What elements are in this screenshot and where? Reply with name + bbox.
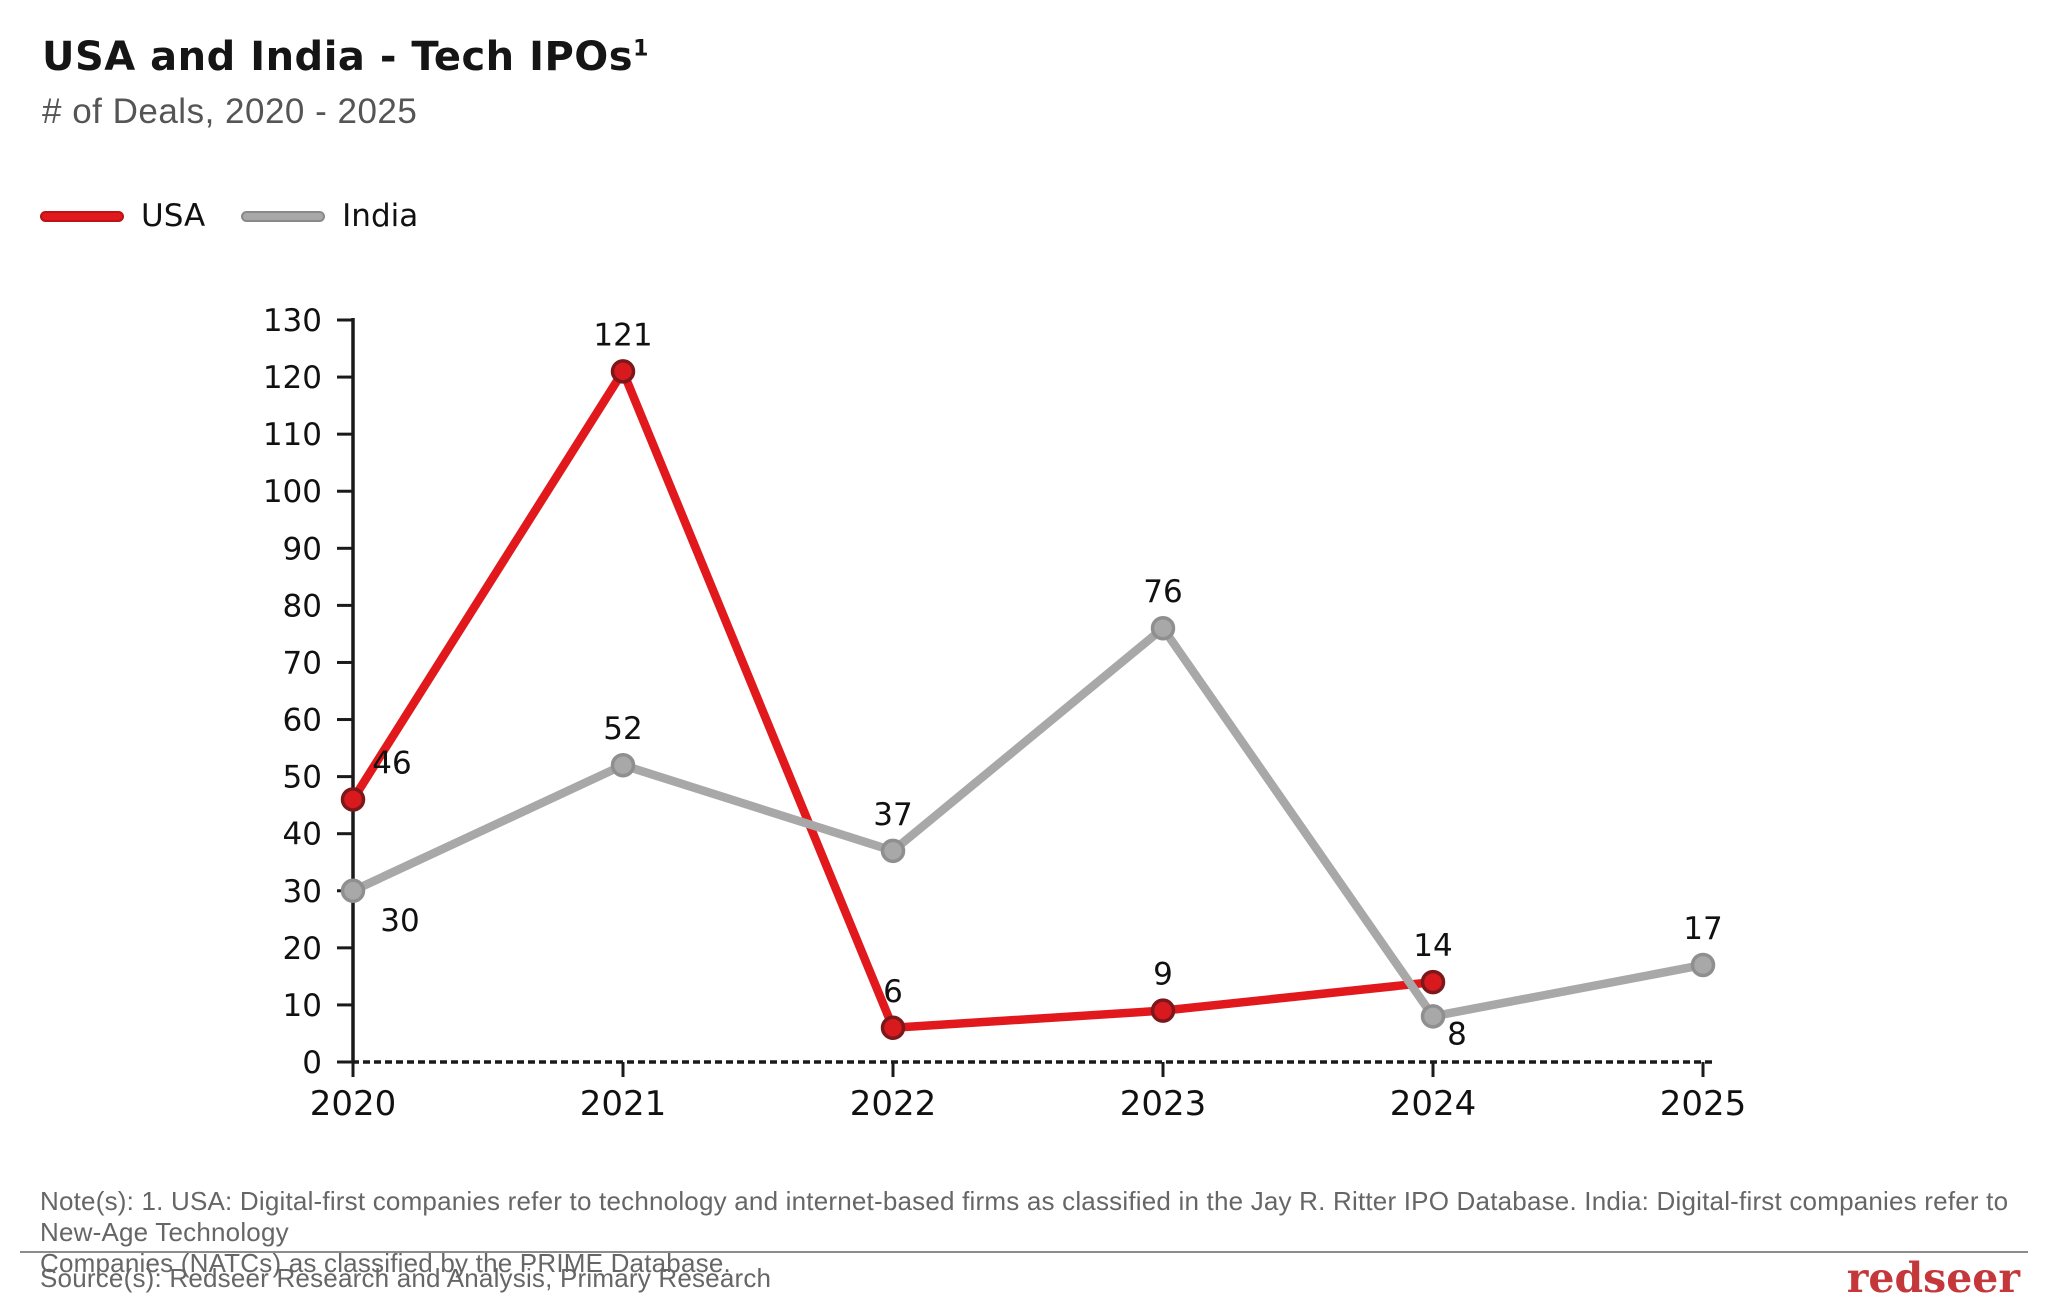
- india-line-swatch: [241, 210, 326, 222]
- x-tick-label-2022: 2022: [850, 1084, 937, 1124]
- y-tick-label-10: 10: [283, 988, 322, 1024]
- y-tick-label-70: 70: [283, 645, 322, 681]
- data-label-usa-2023: 9: [1153, 957, 1173, 993]
- y-tick-label-130: 130: [263, 303, 322, 339]
- data-label-india-2024: 8: [1447, 1016, 1467, 1052]
- footnote-line-2: Companies (NATCs) as classified by the P…: [40, 1248, 731, 1278]
- point-usa-2021: [610, 359, 636, 384]
- source-line: Source(s): Redseer Research and Analysis…: [40, 1263, 772, 1293]
- page-title: USA and India - Tech IPOs1: [42, 34, 649, 80]
- data-label-usa-2024: 14: [1413, 928, 1452, 964]
- data-label-usa-2020: 46: [372, 745, 411, 781]
- page-subtitle: # of Deals, 2020 - 2025: [42, 92, 418, 131]
- data-label-india-2021: 52: [603, 711, 642, 747]
- legend-item-india: India: [241, 198, 418, 234]
- point-usa-2020: [340, 787, 366, 812]
- footer-divider: [20, 1251, 2028, 1253]
- y-tick-label-80: 80: [283, 588, 322, 624]
- y-tick-label-110: 110: [263, 417, 322, 453]
- redseer-logo: redseer: [1846, 1254, 2020, 1302]
- data-label-usa-2021: 121: [593, 317, 652, 353]
- legend-item-usa: USA: [40, 198, 205, 234]
- x-tick-label-2020: 2020: [310, 1084, 397, 1124]
- point-usa-2022: [880, 1015, 906, 1041]
- y-tick-label-90: 90: [283, 531, 322, 567]
- header: USA and India - Tech IPOs1 # of Deals, 2…: [42, 34, 649, 132]
- title-footnote-marker: 1: [633, 36, 649, 62]
- usa-series-line: [348, 367, 1438, 1033]
- point-usa-2023: [1150, 998, 1176, 1023]
- point-india-2022: [880, 838, 906, 864]
- x-tick-label-2021: 2021: [580, 1084, 667, 1124]
- y-tick-label-40: 40: [283, 817, 322, 853]
- y-tick-label-30: 30: [283, 874, 322, 910]
- y-tick-label-20: 20: [283, 931, 322, 967]
- india-series-line: [348, 623, 1708, 1021]
- data-label-india-2022: 37: [873, 797, 912, 833]
- y-tick-label-60: 60: [283, 703, 322, 739]
- data-label-india-2025: 17: [1683, 911, 1722, 947]
- data-label-india-2023: 76: [1143, 574, 1182, 610]
- point-india-2021: [610, 752, 636, 778]
- y-tick-label-120: 120: [263, 360, 322, 396]
- y-tick-label-0: 0: [302, 1045, 322, 1081]
- point-india-2020: [340, 878, 366, 904]
- data-label-india-2020: 30: [380, 903, 419, 939]
- point-india-2024: [1420, 1004, 1446, 1029]
- x-tick-label-2025: 2025: [1660, 1084, 1747, 1124]
- x-tick-label-2023: 2023: [1120, 1084, 1207, 1124]
- point-india-2023: [1150, 615, 1176, 641]
- footnotes: Note(s): 1. USA: Digital-first companies…: [40, 1186, 2020, 1279]
- usa-line-swatch: [40, 210, 124, 222]
- y-tick-label-100: 100: [263, 474, 322, 510]
- y-tick-label-50: 50: [283, 760, 322, 796]
- point-usa-2024: [1420, 969, 1446, 995]
- page-title-text: USA and India - Tech IPOs: [42, 34, 634, 80]
- x-tick-label-2024: 2024: [1390, 1084, 1477, 1124]
- legend-label-usa: USA: [141, 198, 206, 234]
- footnote-line-1: Note(s): 1. USA: Digital-first companies…: [40, 1186, 2009, 1247]
- legend-label-india: India: [342, 198, 419, 234]
- point-india-2025: [1690, 952, 1716, 978]
- chart-legend: USA India: [40, 198, 418, 234]
- data-label-usa-2022: 6: [883, 974, 903, 1010]
